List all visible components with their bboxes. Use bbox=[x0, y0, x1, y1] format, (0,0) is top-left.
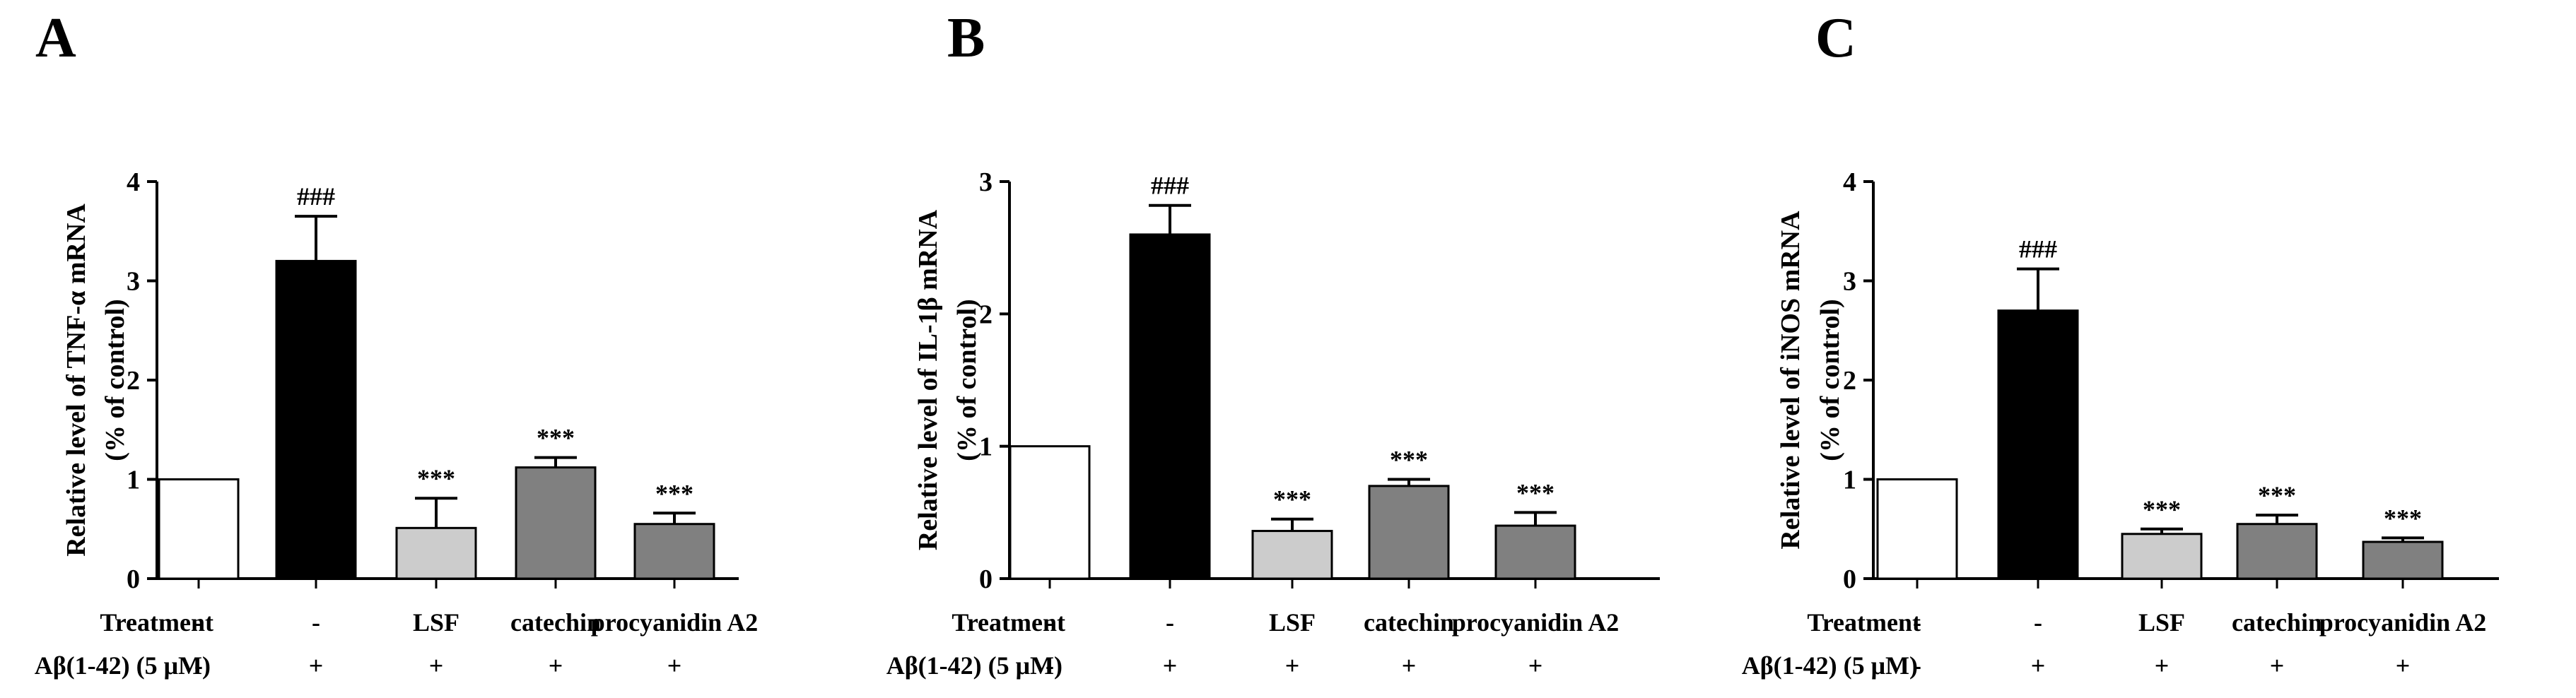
bar-catechin bbox=[1368, 485, 1450, 580]
significance-label: ### bbox=[1151, 172, 1189, 200]
y-tick-label: 3 bbox=[1843, 267, 1856, 297]
significance-label: *** bbox=[1390, 446, 1428, 474]
significance-label: *** bbox=[655, 479, 693, 507]
y-tick-label: 4 bbox=[127, 167, 140, 197]
treatment-cell: procyanidin A2 bbox=[2319, 608, 2486, 637]
bar-lsf bbox=[395, 526, 477, 580]
bar-procyanidin-a2 bbox=[633, 523, 715, 580]
y-tick-label: 3 bbox=[979, 167, 993, 197]
abeta-cell: - bbox=[194, 651, 203, 680]
treatment-cell: LSF bbox=[1269, 608, 1316, 637]
abeta-cell: + bbox=[2031, 651, 2046, 680]
y-tick-label: 0 bbox=[1843, 564, 1856, 594]
bar-a- bbox=[1997, 309, 2079, 580]
y-axis-label: Relative level of iNOS mRNA bbox=[1776, 211, 1805, 550]
significance-label: *** bbox=[1273, 485, 1311, 514]
bar-procyanidin-a2 bbox=[1494, 524, 1576, 580]
significance-label: *** bbox=[1516, 478, 1555, 507]
bar-control bbox=[158, 478, 240, 580]
chart-panel-c: C 0 1 2 3 4 Relative level of iNOS mRNA (% of c… bbox=[1742, 7, 2499, 680]
abeta-cell: + bbox=[309, 651, 324, 680]
treatment-cell: - bbox=[194, 608, 203, 637]
bar-lsf bbox=[2121, 533, 2203, 580]
significance-label: ### bbox=[2019, 235, 2057, 264]
treatment-cell: - bbox=[2034, 608, 2042, 637]
significance-label: *** bbox=[2143, 495, 2181, 524]
bar-control bbox=[1876, 478, 1958, 580]
treatment-cell: LSF bbox=[413, 608, 459, 637]
y-tick-label: 1 bbox=[127, 466, 140, 495]
bar-a- bbox=[1129, 233, 1211, 580]
y-tick-label: 1 bbox=[979, 432, 993, 462]
y-axis-label-units: (% of control) bbox=[100, 299, 130, 461]
abeta-cell: + bbox=[1285, 651, 1300, 680]
chart-panel-b: B 0 1 2 3 Relative level of IL-1β mRNA (% of c… bbox=[886, 7, 1660, 680]
significance-label: *** bbox=[2384, 504, 2422, 532]
bar-procyanidin-a2 bbox=[2362, 540, 2444, 580]
y-tick-label: 0 bbox=[127, 564, 140, 594]
bar-catechin bbox=[2236, 523, 2318, 580]
significance-label: *** bbox=[417, 464, 455, 492]
abeta-cell: + bbox=[2270, 651, 2285, 680]
significance-label: *** bbox=[2258, 481, 2296, 509]
treatment-cell: - bbox=[1166, 608, 1174, 637]
abeta-cell: - bbox=[1913, 651, 1921, 680]
bar-control bbox=[1009, 445, 1091, 580]
y-axis-label-units: (% of control) bbox=[952, 299, 982, 461]
y-tick-label: 4 bbox=[1843, 167, 1856, 197]
abeta-cell: + bbox=[1402, 651, 1417, 680]
treatment-cell: - bbox=[312, 608, 320, 637]
treatment-cell: catechin bbox=[1364, 608, 1454, 637]
abeta-cell: + bbox=[549, 651, 563, 680]
bar-catechin bbox=[515, 466, 597, 580]
row-label-treatment: Treatment bbox=[100, 608, 213, 637]
y-tick-label: 0 bbox=[979, 564, 993, 594]
treatment-cell: procyanidin A2 bbox=[591, 608, 758, 637]
treatment-cell: procyanidin A2 bbox=[1452, 608, 1619, 637]
treatment-cell: LSF bbox=[2138, 608, 2185, 637]
bar-lsf bbox=[1251, 530, 1333, 580]
panel-letter: B bbox=[947, 7, 985, 69]
y-tick-label: 2 bbox=[1843, 366, 1856, 396]
significance-label: *** bbox=[537, 424, 575, 452]
abeta-cell: - bbox=[1046, 651, 1054, 680]
abeta-cell: + bbox=[429, 651, 444, 680]
row-label-treatment: Treatment bbox=[952, 608, 1065, 637]
row-label-abeta: Aβ(1-42) (5 μM) bbox=[35, 651, 211, 680]
y-axis-label: Relative level of IL-1β mRNA bbox=[913, 209, 943, 550]
y-tick-label: 2 bbox=[127, 366, 140, 396]
panel-letter: A bbox=[35, 7, 76, 69]
bar-a- bbox=[275, 259, 357, 580]
abeta-cell: + bbox=[1163, 651, 1178, 680]
y-tick-label: 3 bbox=[127, 267, 140, 297]
treatment-cell: - bbox=[1046, 608, 1054, 637]
y-tick-label: 2 bbox=[979, 300, 993, 329]
y-axis-label: Relative level of TNF-α mRNA bbox=[62, 203, 91, 557]
abeta-cell: + bbox=[2155, 651, 2170, 680]
panel-letter: C bbox=[1815, 7, 1856, 69]
treatment-cell: - bbox=[1913, 608, 1921, 637]
chart-panel-a: A 0 1 2 3 4 Relative level of TNF-α mRNA (% of … bbox=[35, 7, 759, 680]
treatment-cell: catechin bbox=[2232, 608, 2322, 637]
y-axis-label-units: (% of control) bbox=[1815, 299, 1845, 461]
abeta-cell: + bbox=[2396, 651, 2411, 680]
treatment-cell: catechin bbox=[510, 608, 601, 637]
significance-label: ### bbox=[297, 182, 335, 211]
abeta-cell: + bbox=[667, 651, 682, 680]
abeta-cell: + bbox=[1528, 651, 1543, 680]
row-label-abeta: Aβ(1-42) (5 μM) bbox=[1742, 651, 1918, 680]
y-tick-label: 1 bbox=[1843, 466, 1856, 495]
row-label-abeta: Aβ(1-42) (5 μM) bbox=[886, 651, 1062, 680]
row-label-treatment: Treatment bbox=[1807, 608, 1921, 637]
